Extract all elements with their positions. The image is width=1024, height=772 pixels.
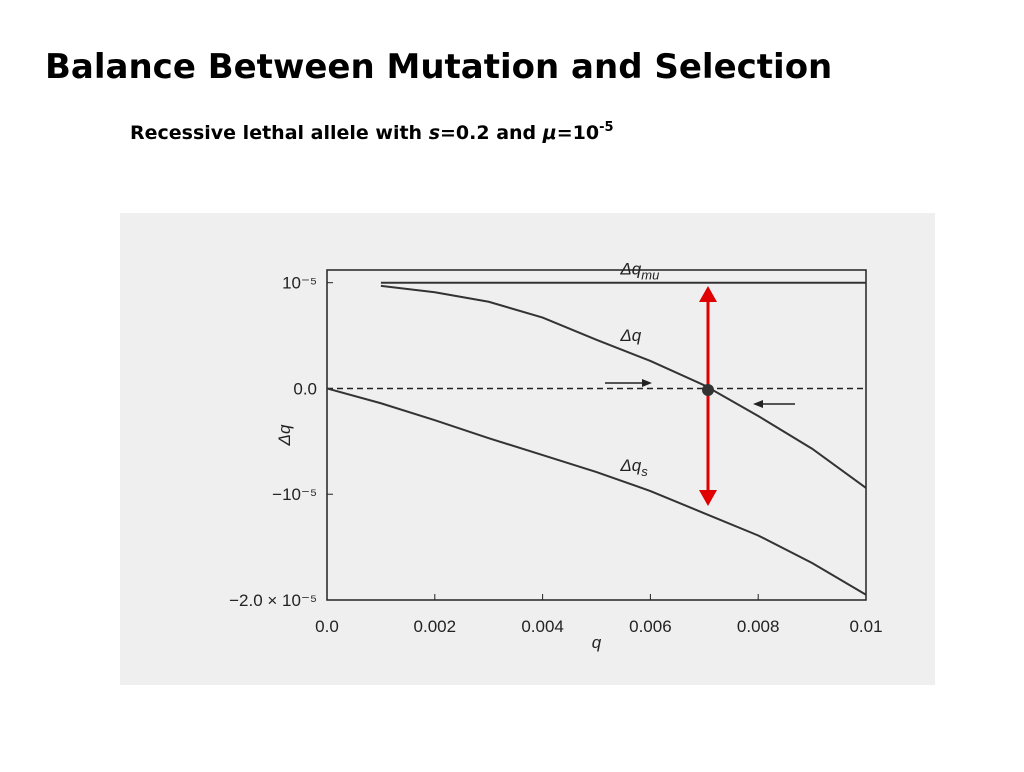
plot-frame bbox=[326, 269, 867, 601]
subtitle-part: μ bbox=[542, 122, 557, 144]
red-arrow-head bbox=[699, 286, 717, 302]
subtitle-part: =10 bbox=[557, 122, 599, 144]
series-line bbox=[326, 387, 867, 596]
subtitle-part: Recessive lethal allele with bbox=[130, 122, 429, 144]
subtitle-part: -5 bbox=[599, 120, 613, 135]
subtitle-part: s bbox=[429, 122, 440, 144]
x-tick-label: 0.01 bbox=[849, 617, 882, 636]
y-tick-label: −2.0 × 10⁻⁵ bbox=[229, 591, 317, 610]
series-label: Δq bbox=[619, 326, 641, 345]
subtitle-part: =0.2 and bbox=[440, 122, 543, 144]
slide-subtitle: Recessive lethal allele with s=0.2 and μ… bbox=[130, 120, 614, 144]
red-arrow-head bbox=[699, 490, 717, 506]
annotations bbox=[605, 286, 795, 506]
x-tick-label: 0.0 bbox=[315, 617, 339, 636]
y-axis-label: Δq bbox=[275, 424, 294, 446]
series-label: Δqs bbox=[619, 456, 648, 479]
y-tick-label: 10⁻⁵ bbox=[282, 274, 317, 293]
plot: 0.0 0.002 0.004 0.006 0.008 0.01 −2.0 × 10⁻⁵ −1… bbox=[229, 260, 882, 652]
slide-title: Balance Between Mutation and Selection bbox=[45, 47, 832, 87]
scan-background bbox=[120, 213, 935, 685]
x-tick-label: 0.006 bbox=[629, 617, 672, 636]
x-axis-label: q bbox=[592, 633, 602, 652]
arrow-head bbox=[642, 379, 652, 387]
equilibrium-point bbox=[702, 384, 714, 396]
arrow-head bbox=[753, 400, 763, 408]
y-tick-label: −10⁻⁵ bbox=[272, 485, 317, 504]
series-label: Δqmu bbox=[619, 260, 659, 283]
series-line bbox=[380, 284, 867, 489]
x-tick-label: 0.004 bbox=[521, 617, 564, 636]
x-tick-label: 0.008 bbox=[737, 617, 780, 636]
y-tick-label: 0.0 bbox=[293, 379, 317, 398]
x-tick-label: 0.002 bbox=[414, 617, 457, 636]
